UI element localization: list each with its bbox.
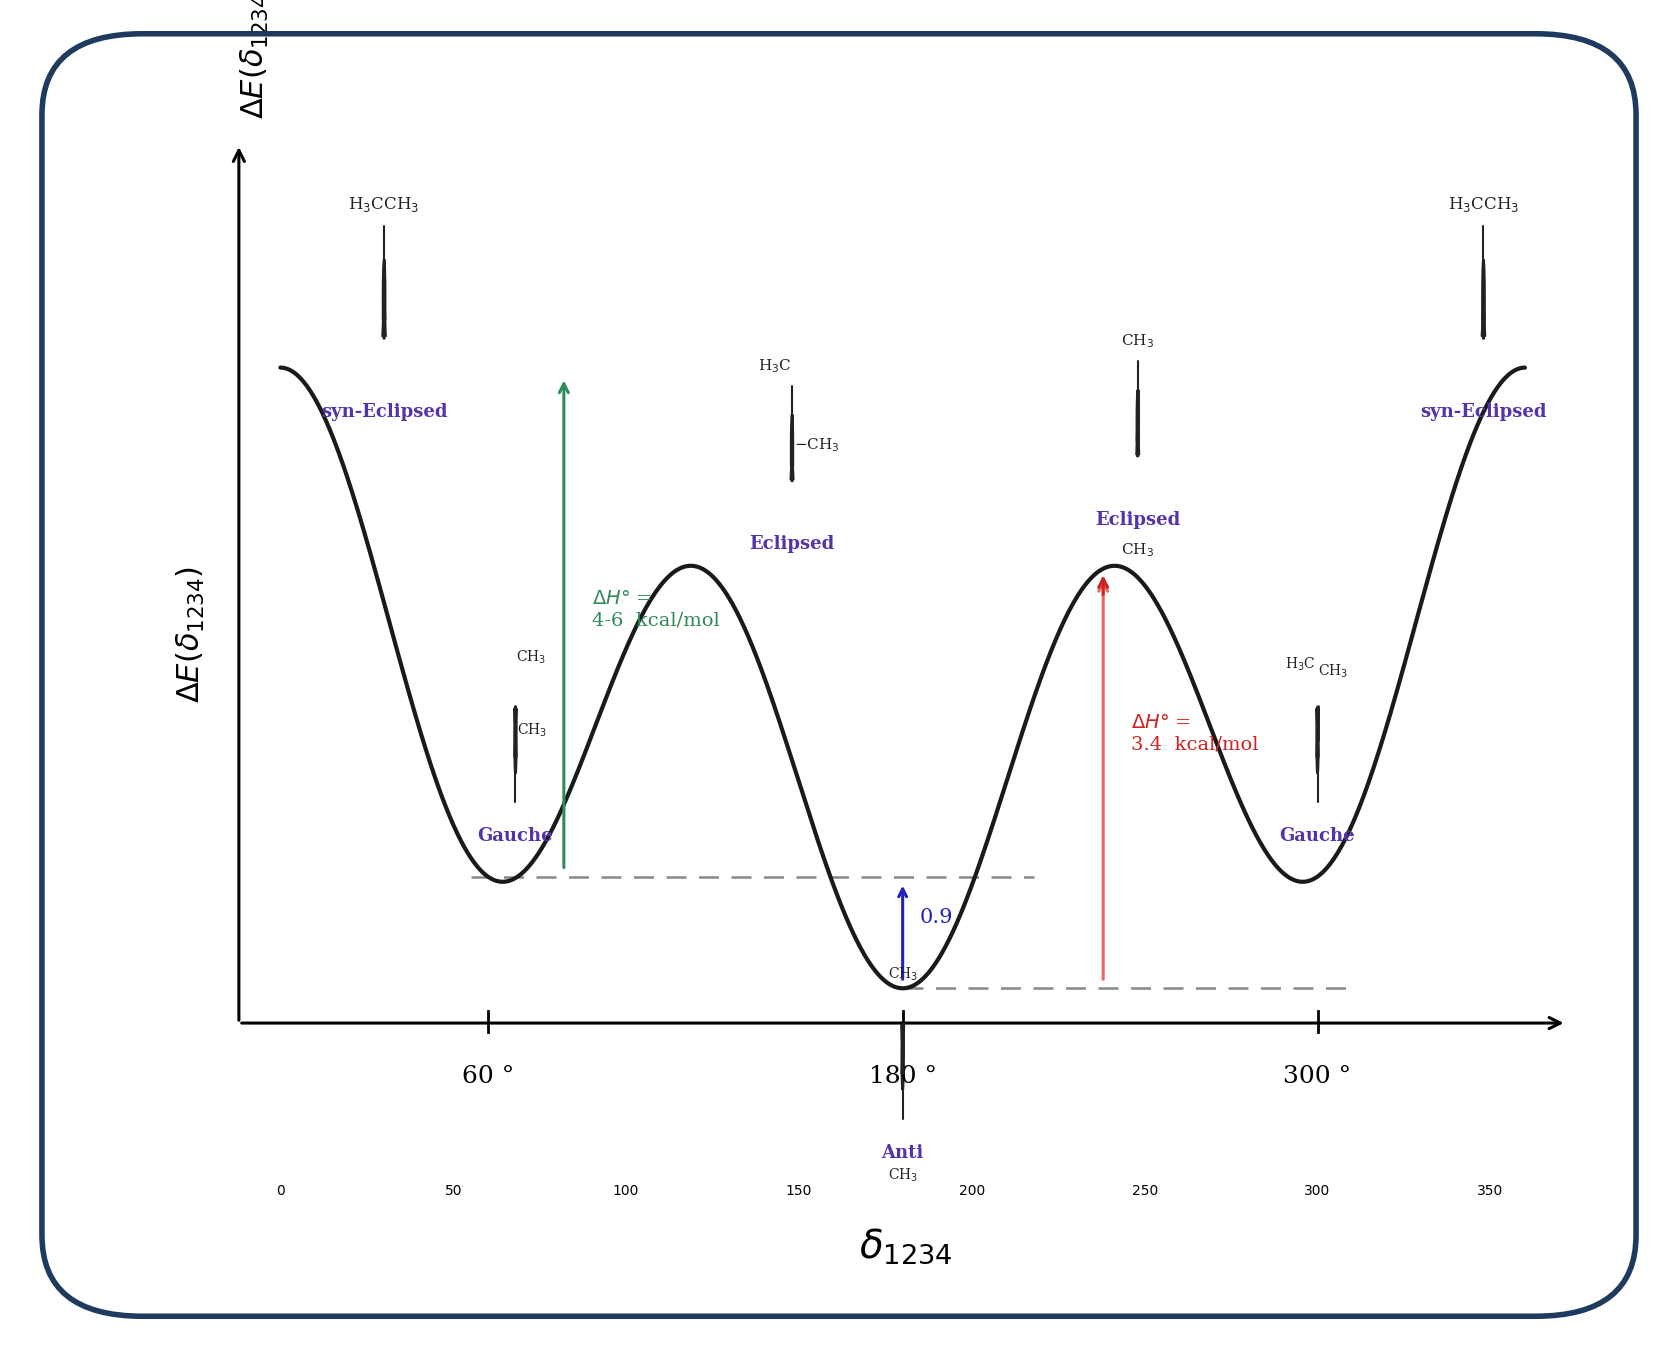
Text: Gauche: Gauche xyxy=(478,828,554,845)
Circle shape xyxy=(515,703,517,776)
Text: H$_3$CCH$_3$: H$_3$CCH$_3$ xyxy=(1448,194,1519,213)
Circle shape xyxy=(1136,386,1139,460)
Text: $\Delta H°$ =
4-6  kcal/mol: $\Delta H°$ = 4-6 kcal/mol xyxy=(592,590,720,629)
Circle shape xyxy=(1317,703,1319,776)
Text: 60 °: 60 ° xyxy=(461,1065,513,1088)
Text: CH$_3$: CH$_3$ xyxy=(1121,541,1154,559)
Text: 180 °: 180 ° xyxy=(869,1065,936,1088)
Text: H$_3$C: H$_3$C xyxy=(758,356,792,374)
X-axis label: $\delta_{1234}$: $\delta_{1234}$ xyxy=(859,1226,953,1265)
Text: Eclipsed: Eclipsed xyxy=(1096,510,1180,529)
Text: CH$_3$: CH$_3$ xyxy=(517,721,547,738)
Text: Anti: Anti xyxy=(881,1143,925,1162)
Circle shape xyxy=(901,1019,904,1094)
Text: $\Delta H°$ =
3.4  kcal/mol: $\Delta H°$ = 3.4 kcal/mol xyxy=(1131,714,1258,753)
Text: CH$_3$: CH$_3$ xyxy=(515,649,545,667)
Text: Gauche: Gauche xyxy=(1280,828,1356,845)
Text: $-$CH$_3$: $-$CH$_3$ xyxy=(794,436,839,454)
Circle shape xyxy=(383,255,386,343)
Text: H$_3$C: H$_3$C xyxy=(1285,656,1316,674)
Text: CH$_3$: CH$_3$ xyxy=(1121,332,1154,350)
Text: 300 °: 300 ° xyxy=(1284,1065,1351,1088)
Circle shape xyxy=(1482,255,1485,343)
Text: syn-Eclipsed: syn-Eclipsed xyxy=(320,402,448,421)
Text: syn-Eclipsed: syn-Eclipsed xyxy=(1420,402,1547,421)
Text: $\Delta E(\delta_{1234})$: $\Delta E(\delta_{1234})$ xyxy=(238,0,270,119)
Text: CH$_3$: CH$_3$ xyxy=(1317,663,1347,679)
Text: CH$_3$: CH$_3$ xyxy=(888,965,918,983)
Text: 0.9: 0.9 xyxy=(920,909,953,927)
Circle shape xyxy=(790,412,794,485)
Text: H$_3$CCH$_3$: H$_3$CCH$_3$ xyxy=(349,194,420,213)
Text: Eclipsed: Eclipsed xyxy=(750,536,834,554)
Text: CH$_3$: CH$_3$ xyxy=(888,1166,918,1184)
Y-axis label: $\Delta E(\delta_{1234})$: $\Delta E(\delta_{1234})$ xyxy=(175,566,206,703)
